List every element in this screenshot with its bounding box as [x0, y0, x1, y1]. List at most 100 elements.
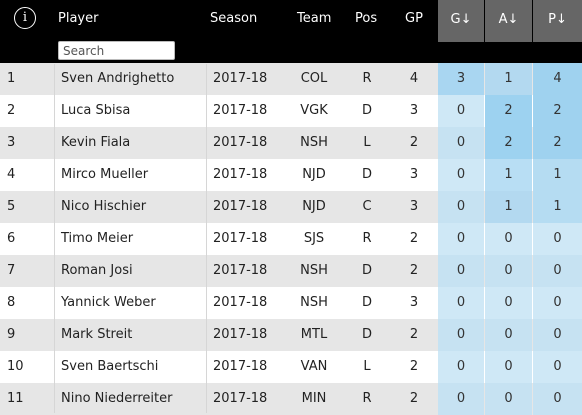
games-played-cell: 2: [409, 135, 419, 150]
rank-cell: 7: [7, 263, 16, 278]
goals-cell: 3: [438, 63, 484, 95]
assists-cell: 1: [485, 63, 532, 95]
games-played-cell: 2: [409, 231, 419, 246]
player-name-cell[interactable]: Kevin Fiala: [61, 135, 131, 150]
points-cell: 0: [533, 383, 582, 415]
info-icon[interactable]: i: [14, 7, 36, 29]
position-cell: D: [361, 167, 372, 182]
team-cell: SJS: [303, 231, 325, 246]
assists-cell: 0: [485, 287, 532, 319]
points-cell: 4: [533, 63, 582, 95]
table-row[interactable]: 11 Nino Niederreiter 2017-18 MIN R 2 0 0 0: [0, 383, 582, 415]
column-header-season[interactable]: Season: [210, 11, 258, 26]
season-cell: 2017-18: [213, 327, 268, 342]
team-cell: MIN: [301, 391, 327, 406]
points-cell: 0: [533, 351, 582, 383]
rank-cell: 5: [7, 199, 16, 214]
player-name-cell[interactable]: Timo Meier: [61, 231, 134, 246]
position-cell: L: [363, 359, 371, 374]
season-cell: 2017-18: [213, 71, 268, 86]
table-row[interactable]: 10 Sven Baertschi 2017-18 VAN L 2 0 0 0: [0, 351, 582, 383]
points-cell: 2: [533, 95, 582, 127]
season-cell: 2017-18: [213, 199, 268, 214]
table-row[interactable]: 6 Timo Meier 2017-18 SJS R 2 0 0 0: [0, 223, 582, 255]
assists-cell: 0: [485, 223, 532, 255]
player-name-cell[interactable]: Mirco Mueller: [61, 167, 149, 182]
player-name-cell[interactable]: Yannick Weber: [61, 295, 156, 310]
assists-cell: 0: [485, 351, 532, 383]
player-name-cell[interactable]: Nico Hischier: [61, 199, 147, 214]
player-name-cell[interactable]: Sven Andrighetto: [61, 71, 175, 86]
rank-cell: 10: [7, 359, 24, 374]
goals-cell: 0: [438, 319, 484, 351]
team-cell: NSH: [300, 263, 328, 278]
position-cell: R: [362, 231, 372, 246]
games-played-cell: 2: [409, 327, 419, 342]
goals-cell: 0: [438, 159, 484, 191]
goals-cell: 0: [438, 127, 484, 159]
table-row[interactable]: 1 Sven Andrighetto 2017-18 COL R 4 3 1 4: [0, 63, 582, 95]
rank-cell: 6: [7, 231, 16, 246]
team-cell: VAN: [300, 359, 328, 374]
team-cell: VGK: [300, 103, 328, 118]
column-header-team[interactable]: Team: [297, 11, 332, 26]
assists-cell: 0: [485, 255, 532, 287]
goals-cell: 0: [438, 255, 484, 287]
table-row[interactable]: 2 Luca Sbisa 2017-18 VGK D 3 0 2 2: [0, 95, 582, 127]
position-cell: D: [361, 295, 372, 310]
table-row[interactable]: 4 Mirco Mueller 2017-18 NJD D 3 0 1 1: [0, 159, 582, 191]
season-cell: 2017-18: [213, 103, 268, 118]
player-name-cell[interactable]: Roman Josi: [61, 263, 133, 278]
column-header-gp[interactable]: GP: [405, 11, 423, 26]
rank-cell: 3: [7, 135, 16, 150]
column-header-pos[interactable]: Pos: [355, 11, 378, 26]
games-played-cell: 2: [409, 359, 419, 374]
assists-cell: 0: [485, 383, 532, 415]
column-header-points-sort[interactable]: P↓: [533, 0, 582, 42]
season-cell: 2017-18: [213, 391, 268, 406]
season-cell: 2017-18: [213, 231, 268, 246]
team-cell: NSH: [300, 295, 328, 310]
player-name-cell[interactable]: Sven Baertschi: [61, 359, 159, 374]
team-cell: MTL: [300, 327, 328, 342]
points-cell: 0: [533, 287, 582, 319]
rank-cell: 11: [7, 391, 24, 406]
position-cell: D: [361, 327, 372, 342]
player-name-cell[interactable]: Luca Sbisa: [61, 103, 131, 118]
assists-cell: 0: [485, 319, 532, 351]
points-cell: 1: [533, 191, 582, 223]
rank-cell: 9: [7, 327, 16, 342]
team-cell: NJD: [302, 167, 326, 182]
rank-cell: 2: [7, 103, 16, 118]
search-input[interactable]: [58, 41, 175, 60]
points-cell: 0: [533, 223, 582, 255]
goals-cell: 0: [438, 351, 484, 383]
season-cell: 2017-18: [213, 135, 268, 150]
season-cell: 2017-18: [213, 167, 268, 182]
player-name-cell[interactable]: Nino Niederreiter: [61, 391, 173, 406]
column-header-player[interactable]: Player: [58, 11, 99, 26]
position-cell: R: [362, 391, 372, 406]
column-header-goals-sort[interactable]: G↓: [438, 0, 484, 42]
points-cell: 1: [533, 159, 582, 191]
games-played-cell: 4: [409, 71, 419, 86]
table-row[interactable]: 9 Mark Streit 2017-18 MTL D 2 0 0 0: [0, 319, 582, 351]
player-name-cell[interactable]: Mark Streit: [61, 327, 133, 342]
games-played-cell: 3: [409, 295, 419, 310]
table-row[interactable]: 5 Nico Hischier 2017-18 NJD C 3 0 1 1: [0, 191, 582, 223]
table-row[interactable]: 3 Kevin Fiala 2017-18 NSH L 2 0 2 2: [0, 127, 582, 159]
games-played-cell: 3: [409, 199, 419, 214]
column-header-assists-sort[interactable]: A↓: [485, 0, 532, 42]
position-cell: R: [362, 71, 372, 86]
games-played-cell: 2: [409, 263, 419, 278]
rank-cell: 8: [7, 295, 16, 310]
rank-cell: 4: [7, 167, 16, 182]
table-row[interactable]: 8 Yannick Weber 2017-18 NSH D 3 0 0 0: [0, 287, 582, 319]
assists-cell: 2: [485, 95, 532, 127]
goals-cell: 0: [438, 223, 484, 255]
table-row[interactable]: 7 Roman Josi 2017-18 NSH D 2 0 0 0: [0, 255, 582, 287]
points-cell: 0: [533, 319, 582, 351]
games-played-cell: 3: [409, 167, 419, 182]
team-cell: NSH: [300, 135, 328, 150]
